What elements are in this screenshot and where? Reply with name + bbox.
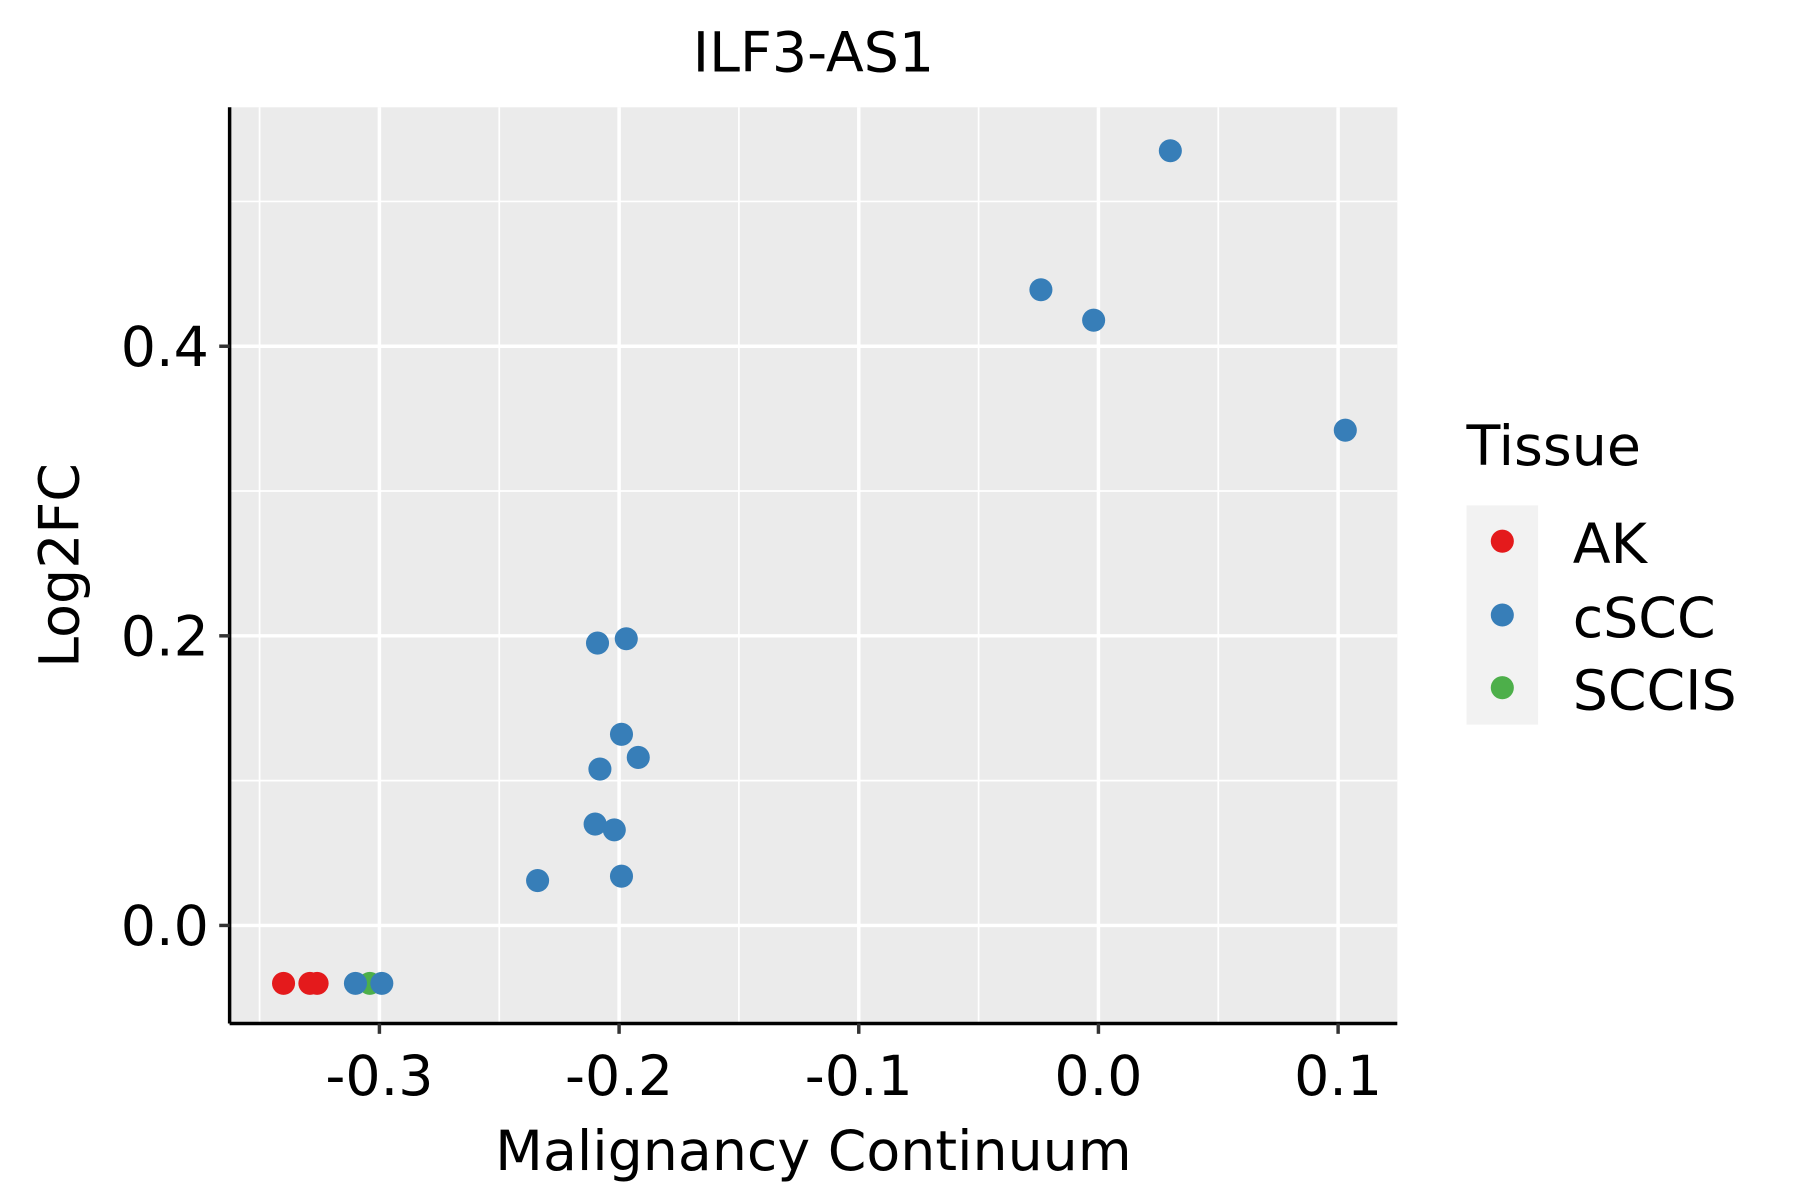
x-tick-label: 0.1 [1294,1045,1382,1109]
y-axis-label: Log2FC [28,463,92,668]
plot-panel [229,107,1398,1024]
chart-title: ILF3-AS1 [693,22,934,86]
data-point-cscc [609,722,634,746]
x-tick-label: 0.0 [1054,1045,1142,1109]
legend-title: Tissue [1466,415,1641,479]
y-tick-label: 0.2 [121,605,209,669]
data-point-cscc [588,757,612,781]
x-tick-label: -0.2 [565,1045,673,1109]
legend-label-ak: AK [1573,513,1649,577]
legend: Tissue AK cSCC SCCIS [1466,415,1737,725]
data-point-cscc [614,627,638,651]
data-point-cscc [585,631,610,655]
x-tick-label: -0.3 [325,1045,433,1109]
data-point-cscc [602,818,626,842]
data-points [272,139,1357,995]
legend-key-cscc [1490,603,1514,627]
data-point-ak [305,971,329,995]
data-point-cscc [343,971,367,995]
data-point-cscc [1333,418,1357,442]
data-point-cscc [526,869,550,893]
data-point-cscc [609,864,634,888]
data-point-cscc [370,971,394,995]
gridlines [229,107,1398,1024]
data-point-cscc [1082,308,1106,332]
x-axis-label: Malignancy Continuum [495,1120,1132,1184]
y-tick-label: 0.4 [121,316,209,380]
legend-label-cscc: cSCC [1573,587,1716,651]
legend-key-sccis [1490,676,1514,700]
x-tick-label: -0.1 [805,1045,913,1109]
legend-label-sccis: SCCIS [1573,660,1737,724]
data-point-cscc [626,745,650,770]
data-point-cscc [1029,278,1053,302]
y-tick-label: 0.0 [121,895,209,959]
data-point-cscc [1158,139,1182,163]
data-point-ak [272,971,296,995]
data-point-cscc [583,812,607,836]
axis-ticks: -0.3 -0.2 -0.1 0.0 0.1 0.0 0.2 0.4 [121,316,1382,1109]
legend-key-ak [1490,529,1514,553]
